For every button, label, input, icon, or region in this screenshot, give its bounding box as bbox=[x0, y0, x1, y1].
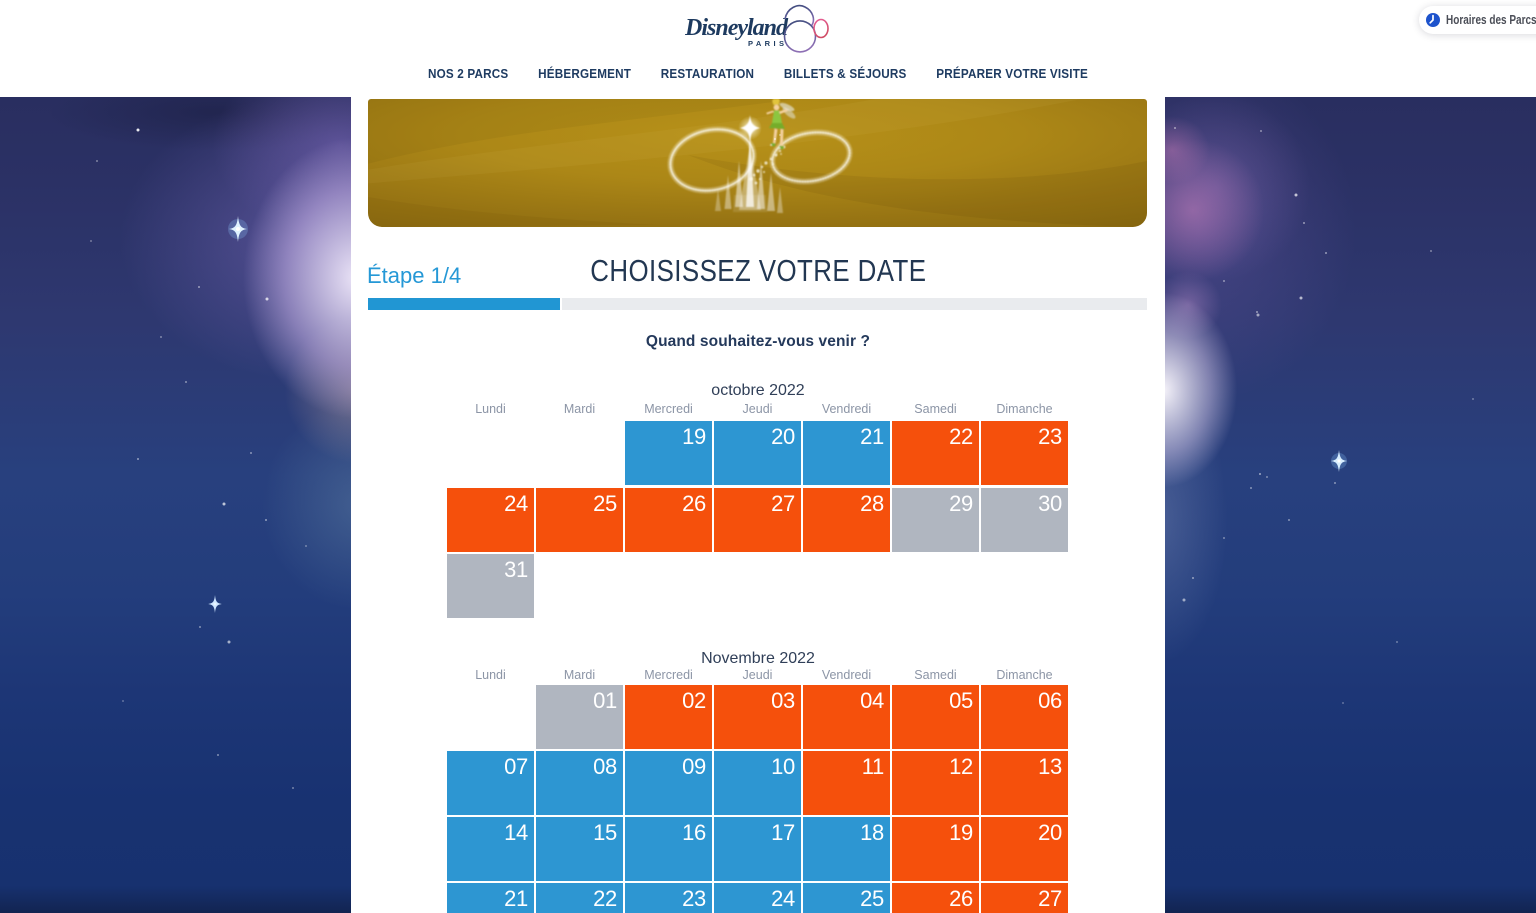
svg-text:PARIS: PARIS bbox=[748, 39, 787, 48]
svg-text:Disneyland: Disneyland bbox=[685, 15, 789, 41]
